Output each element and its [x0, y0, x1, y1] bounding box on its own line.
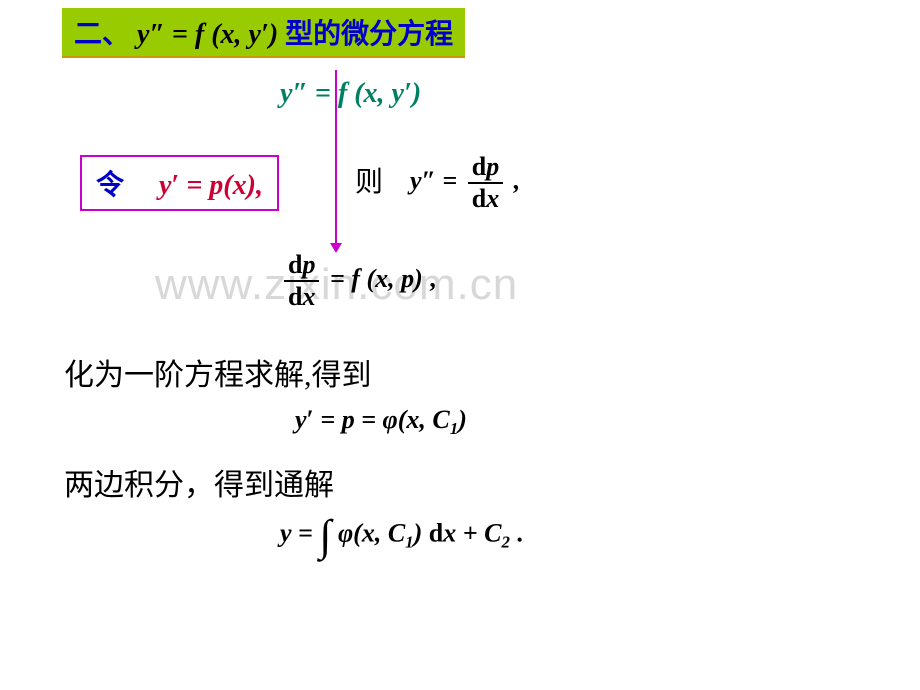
substitution-box: 令 y′ = p(x), — [80, 155, 279, 211]
equation-ypp: y″ = dp dx , — [410, 152, 520, 214]
sub-equation: y′ = p(x), — [159, 170, 263, 201]
eq-ypp-tail: , — [514, 166, 521, 195]
then-label: 则 — [355, 160, 383, 200]
sub-label: 令 — [96, 170, 124, 201]
equation-dpdx: dp dx = f (x, p) , — [280, 250, 436, 312]
main-equation: y″ = f (x, y′) — [280, 78, 421, 110]
header-equation: y″ = f (x, y′) — [137, 19, 278, 50]
equation-final: y = ∫ φ(x, C1) dx + C2 . — [280, 510, 523, 561]
header-suffix: 型的微分方程 — [285, 19, 453, 50]
equation-yprime: y′ = p = φ(x, C1) — [295, 405, 467, 439]
text-line-2: 两边积分，得到通解 — [64, 460, 334, 504]
header-prefix: 二、 — [74, 19, 130, 50]
arrow-down — [335, 70, 337, 245]
text-line-1: 化为一阶方程求解,得到 — [64, 350, 372, 394]
section-header: 二、 y″ = f (x, y′) 型的微分方程 — [62, 8, 465, 58]
